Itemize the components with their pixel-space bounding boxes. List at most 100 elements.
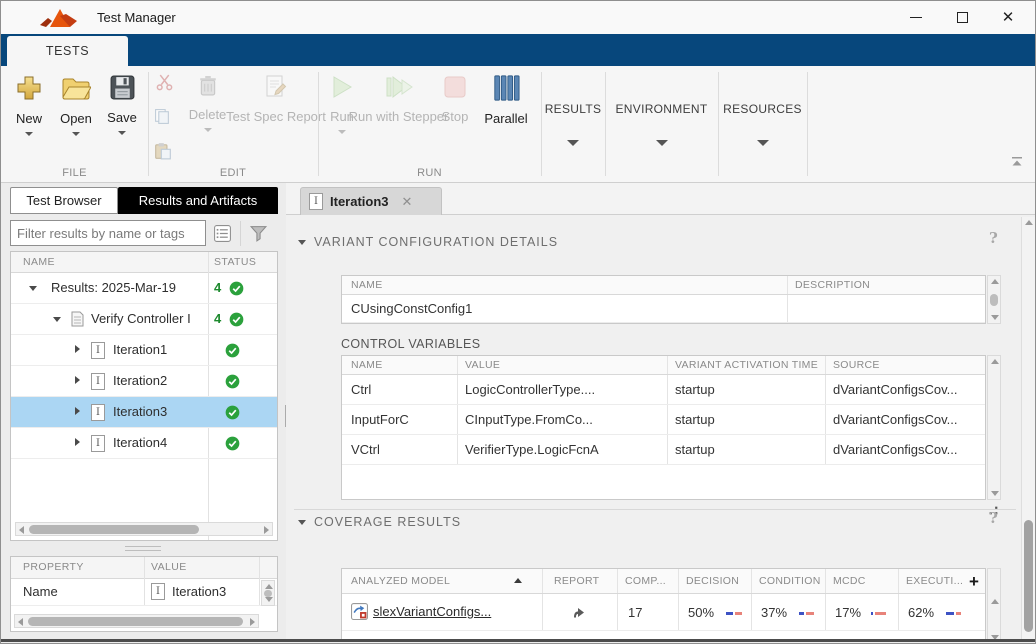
scroll-thumb[interactable] <box>29 525 199 534</box>
tree-horizontal-scrollbar[interactable] <box>15 522 273 536</box>
edit-section-label: EDIT <box>219 167 247 179</box>
property-horizontal-scrollbar[interactable] <box>14 614 259 628</box>
scroll-up-icon[interactable] <box>991 359 999 364</box>
tree-row-iteration1[interactable]: Iteration1 <box>11 335 277 366</box>
collapsed-caret-icon[interactable] <box>75 438 80 446</box>
filter-button[interactable] <box>246 222 270 245</box>
new-dropdown-caret[interactable] <box>25 132 33 137</box>
scroll-left-icon[interactable] <box>19 526 24 534</box>
tab-tests[interactable]: TESTS <box>7 36 128 66</box>
tree-row-testfile[interactable]: Verify Controller I 4 <box>11 304 277 335</box>
tab-iteration3[interactable]: Iteration3 ✕ <box>300 187 442 215</box>
iteration-icon <box>91 404 105 421</box>
sort-ascending-icon[interactable] <box>514 578 522 583</box>
run-with-stepper-button[interactable]: Run with Stepper <box>349 74 448 125</box>
scroll-up-icon[interactable] <box>1025 220 1033 225</box>
analyzed-model-link[interactable]: slexVariantConfigs... <box>373 604 492 619</box>
run-button[interactable]: Run <box>323 74 361 135</box>
delete-dropdown-caret <box>203 128 212 133</box>
property-vertical-scrollbar[interactable] <box>261 580 275 606</box>
section-collapse-icon[interactable] <box>298 239 306 245</box>
funnel-icon <box>249 226 267 242</box>
report-document-icon <box>262 74 290 105</box>
collapsed-caret-icon[interactable] <box>75 376 80 384</box>
collapsed-caret-icon[interactable] <box>75 345 80 353</box>
minimize-icon <box>910 17 922 18</box>
panel-splitter[interactable] <box>125 546 161 551</box>
expand-caret-icon[interactable] <box>53 317 61 322</box>
test-spec-report-button[interactable]: Test Spec Report <box>226 74 326 125</box>
scroll-thumb[interactable] <box>1024 520 1033 632</box>
cv-row-ctrl[interactable]: Ctrl LogicControllerType.... startup dVa… <box>342 375 985 405</box>
list-view-button[interactable] <box>210 222 234 245</box>
environment-dropdown[interactable]: ENVIRONMENT <box>605 66 718 182</box>
scroll-right-icon[interactable] <box>264 526 269 534</box>
expand-caret-icon[interactable] <box>29 286 37 291</box>
filter-results-input[interactable] <box>10 220 206 246</box>
save-dropdown-caret[interactable] <box>118 131 126 136</box>
scroll-thumb[interactable] <box>28 617 243 626</box>
file-section-label: FILE <box>62 167 87 179</box>
scroll-down-icon[interactable] <box>991 315 999 320</box>
property-row[interactable]: Name Iteration3 <box>11 579 277 606</box>
scroll-down-icon[interactable] <box>265 597 273 602</box>
tree-row-iteration2[interactable]: Iteration2 <box>11 366 277 397</box>
decision-coverage-bar <box>726 611 742 615</box>
config-row[interactable]: CUsingConstConfig1 <box>342 295 985 323</box>
maximize-icon <box>956 12 968 23</box>
tree-row-iteration3-selected[interactable]: Iteration3 <box>11 397 277 428</box>
config-table: NAME DESCRIPTION CUsingConstConfig1 <box>341 275 986 324</box>
scroll-up-icon[interactable] <box>991 279 999 284</box>
tree-row-results[interactable]: Results: 2025-Mar-19 4 <box>11 273 277 304</box>
resources-dropdown[interactable]: RESOURCES <box>718 66 807 182</box>
save-button[interactable]: Save <box>103 74 141 136</box>
open-dropdown-caret[interactable] <box>72 132 80 137</box>
open-report-icon[interactable] <box>570 604 586 625</box>
cv-table-scrollbar[interactable] <box>987 355 1001 500</box>
iteration-icon <box>91 373 105 390</box>
delete-icon <box>198 74 218 103</box>
paste-icon[interactable] <box>154 142 172 165</box>
minimize-button[interactable] <box>893 1 939 34</box>
collapse-ribbon-button[interactable] <box>1009 155 1025 174</box>
scroll-right-icon[interactable] <box>250 618 255 626</box>
scroll-left-icon[interactable] <box>18 618 23 626</box>
mcdc-coverage-bar <box>871 611 886 615</box>
scroll-up-icon[interactable] <box>265 584 273 589</box>
tab-results-and-artifacts[interactable]: Results and Artifacts <box>118 187 278 214</box>
close-button[interactable]: ✕ <box>985 1 1031 34</box>
scroll-up-icon[interactable] <box>991 599 999 604</box>
config-table-scrollbar[interactable] <box>987 275 1001 324</box>
parallel-button[interactable]: Parallel <box>480 74 532 127</box>
add-column-button[interactable]: + <box>969 572 979 591</box>
variant-section-header[interactable]: VARIANT CONFIGURATION DETAILS <box>298 235 558 249</box>
coverage-row[interactable]: slexVariantConfigs... 17 50% 37% 17% <box>342 594 985 631</box>
scroll-thumb[interactable] <box>990 294 998 306</box>
delete-button[interactable]: Delete <box>180 74 235 133</box>
maximize-button[interactable] <box>939 1 985 34</box>
new-button[interactable]: New <box>9 74 49 137</box>
cut-icon[interactable] <box>156 74 173 96</box>
results-dropdown[interactable]: RESULTS <box>541 66 605 182</box>
list-icon <box>213 225 231 242</box>
open-button[interactable]: Open <box>55 74 97 137</box>
coverage-table-scrollbar[interactable] <box>987 568 1001 642</box>
help-icon[interactable]: ? <box>989 509 998 527</box>
scroll-thumb[interactable] <box>264 590 272 597</box>
scroll-down-icon[interactable] <box>991 491 999 496</box>
cv-row-vctrl[interactable]: VCtrl VerifierType.LogicFcnA startup dVa… <box>342 435 985 465</box>
tab-test-browser[interactable]: Test Browser <box>10 187 118 214</box>
scroll-down-icon[interactable] <box>991 635 999 640</box>
close-tab-icon[interactable]: ✕ <box>401 193 413 209</box>
copy-icon[interactable] <box>154 108 171 130</box>
section-collapse-icon[interactable] <box>298 519 306 525</box>
cv-row-inputforc[interactable]: InputForC CInputType.FromCo... startup d… <box>342 405 985 435</box>
stop-button[interactable]: Stop <box>436 74 474 125</box>
resize-grip-icon[interactable] <box>988 503 999 521</box>
tree-row-iteration4[interactable]: Iteration4 <box>11 428 277 459</box>
help-icon[interactable]: ? <box>989 229 998 247</box>
pass-check-icon <box>229 312 244 332</box>
coverage-section-header[interactable]: COVERAGE RESULTS <box>298 515 461 529</box>
collapsed-caret-icon[interactable] <box>75 407 80 415</box>
main-vertical-scrollbar[interactable] <box>1021 217 1035 640</box>
